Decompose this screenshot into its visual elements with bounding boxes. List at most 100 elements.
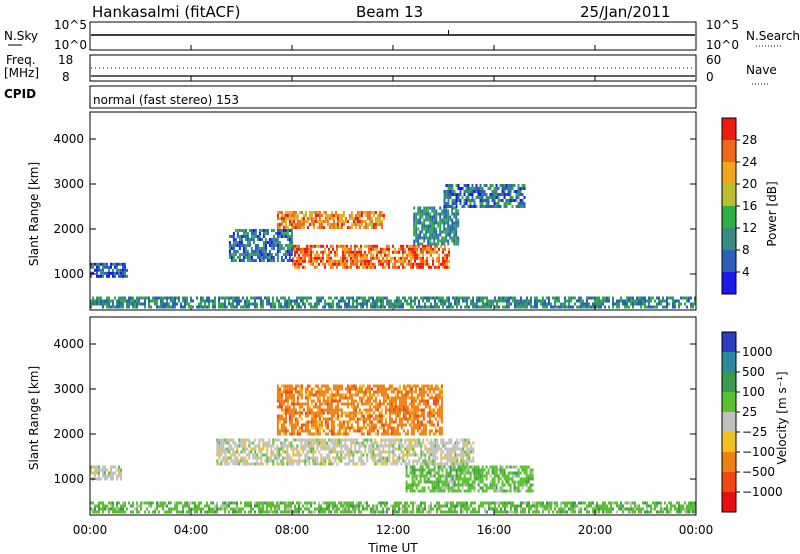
heatmap-cell xyxy=(380,214,383,217)
heatmap-cell xyxy=(246,462,249,466)
heatmap-cell xyxy=(408,408,411,412)
heatmap-cell xyxy=(102,471,104,475)
heatmap-cell xyxy=(358,429,361,433)
heatmap-cell xyxy=(170,501,172,505)
heatmap-cell xyxy=(160,305,162,309)
heatmap-cell xyxy=(499,184,502,187)
heatmap-cell xyxy=(176,504,178,508)
heatmap-cell xyxy=(424,405,427,409)
heatmap-cell xyxy=(396,250,398,254)
heatmap-cell xyxy=(540,299,542,303)
heatmap-cell xyxy=(436,456,439,460)
heatmap-cell xyxy=(453,230,456,234)
heatmap-cell xyxy=(469,471,472,475)
heatmap-cell xyxy=(334,444,337,448)
heatmap-cell xyxy=(517,486,520,490)
heatmap-cell xyxy=(344,447,347,451)
heatmap-cell xyxy=(298,438,301,442)
heatmap-cell xyxy=(392,444,395,448)
heatmap-cell xyxy=(314,429,317,433)
heatmap-cell xyxy=(296,393,299,397)
heatmap-cell xyxy=(250,247,253,250)
heatmap-cell xyxy=(374,405,377,409)
heatmap-cell xyxy=(308,256,310,260)
heatmap-cell xyxy=(388,408,391,412)
heatmap-cell xyxy=(521,205,524,208)
heatmap-cell xyxy=(116,504,118,508)
heatmap-cell xyxy=(471,190,474,193)
nsky-trace xyxy=(91,30,695,36)
heatmap-cell xyxy=(432,450,435,454)
heatmap-cell xyxy=(482,305,484,309)
heatmap-cell xyxy=(398,396,401,400)
heatmap-cell xyxy=(368,259,370,263)
heatmap-cell xyxy=(234,456,237,460)
heatmap-cell xyxy=(102,262,104,266)
heatmap-cell xyxy=(517,190,520,193)
heatmap-cell xyxy=(98,268,100,272)
heatmap-cell xyxy=(457,224,460,228)
heatmap-cell xyxy=(479,187,482,190)
heatmap-cell xyxy=(429,227,432,231)
heatmap-cell xyxy=(116,501,118,505)
heatmap-cell xyxy=(260,507,262,511)
heatmap-cell xyxy=(406,444,409,448)
heatmap-cell xyxy=(338,244,340,248)
heatmap-cell xyxy=(372,411,375,415)
heatmap-cell xyxy=(282,420,285,424)
heatmap-cell xyxy=(156,507,158,511)
heatmap-cell xyxy=(483,190,486,193)
heatmap-cell xyxy=(378,390,381,394)
heatmap-cell xyxy=(222,501,224,505)
heatmap-cell xyxy=(626,296,628,300)
heatmap-cell xyxy=(320,444,323,448)
heatmap-cell xyxy=(104,474,106,478)
heatmap-cell xyxy=(426,438,429,442)
heatmap-cell xyxy=(464,453,467,457)
heatmap-cell xyxy=(444,247,446,251)
heatmap-cell xyxy=(288,223,291,226)
heatmap-cell xyxy=(462,438,465,442)
heatmap-cell xyxy=(334,447,337,451)
heatmap-cell xyxy=(252,229,255,232)
heatmap-cell xyxy=(266,241,269,244)
heatmap-cell xyxy=(246,504,248,508)
heatmap-cell xyxy=(396,432,399,436)
heatmap-cell xyxy=(452,450,455,454)
heatmap-cell xyxy=(240,507,242,511)
heatmap-cell xyxy=(419,206,422,210)
heatmap-cell xyxy=(511,477,514,481)
heatmap-cell xyxy=(340,256,342,260)
heatmap-cell xyxy=(128,299,130,303)
heatmap-cell xyxy=(437,477,440,481)
heatmap-cell xyxy=(402,459,405,463)
heatmap-cell xyxy=(336,414,339,418)
heatmap-cell xyxy=(360,462,363,466)
heatmap-cell xyxy=(368,429,371,433)
heatmap-cell xyxy=(374,453,377,457)
heatmap-cell xyxy=(282,444,285,448)
heatmap-cell xyxy=(497,199,500,202)
heatmap-cell xyxy=(326,420,329,424)
heatmap-cell xyxy=(457,239,460,243)
heatmap-cell xyxy=(228,438,231,442)
heatmap-cell xyxy=(540,302,542,306)
heatmap-cell xyxy=(258,256,261,259)
heatmap-cell xyxy=(475,468,478,472)
heatmap-cell xyxy=(472,447,475,451)
heatmap-cell xyxy=(276,447,279,451)
heatmap-cell xyxy=(481,205,484,208)
heatmap-cell xyxy=(396,429,399,433)
heatmap-cell xyxy=(503,477,506,481)
heatmap-cell xyxy=(455,199,458,202)
heatmap-cell xyxy=(531,489,534,493)
heatmap-cell xyxy=(431,233,434,237)
heatmap-cell xyxy=(338,441,341,445)
heatmap-cell xyxy=(366,456,369,460)
heatmap-cell xyxy=(408,384,411,388)
heatmap-cell xyxy=(264,444,267,448)
heatmap-cell xyxy=(312,444,315,448)
heatmap-cell xyxy=(404,432,407,436)
heatmap-cell xyxy=(388,453,391,457)
heatmap-cell xyxy=(212,302,214,306)
